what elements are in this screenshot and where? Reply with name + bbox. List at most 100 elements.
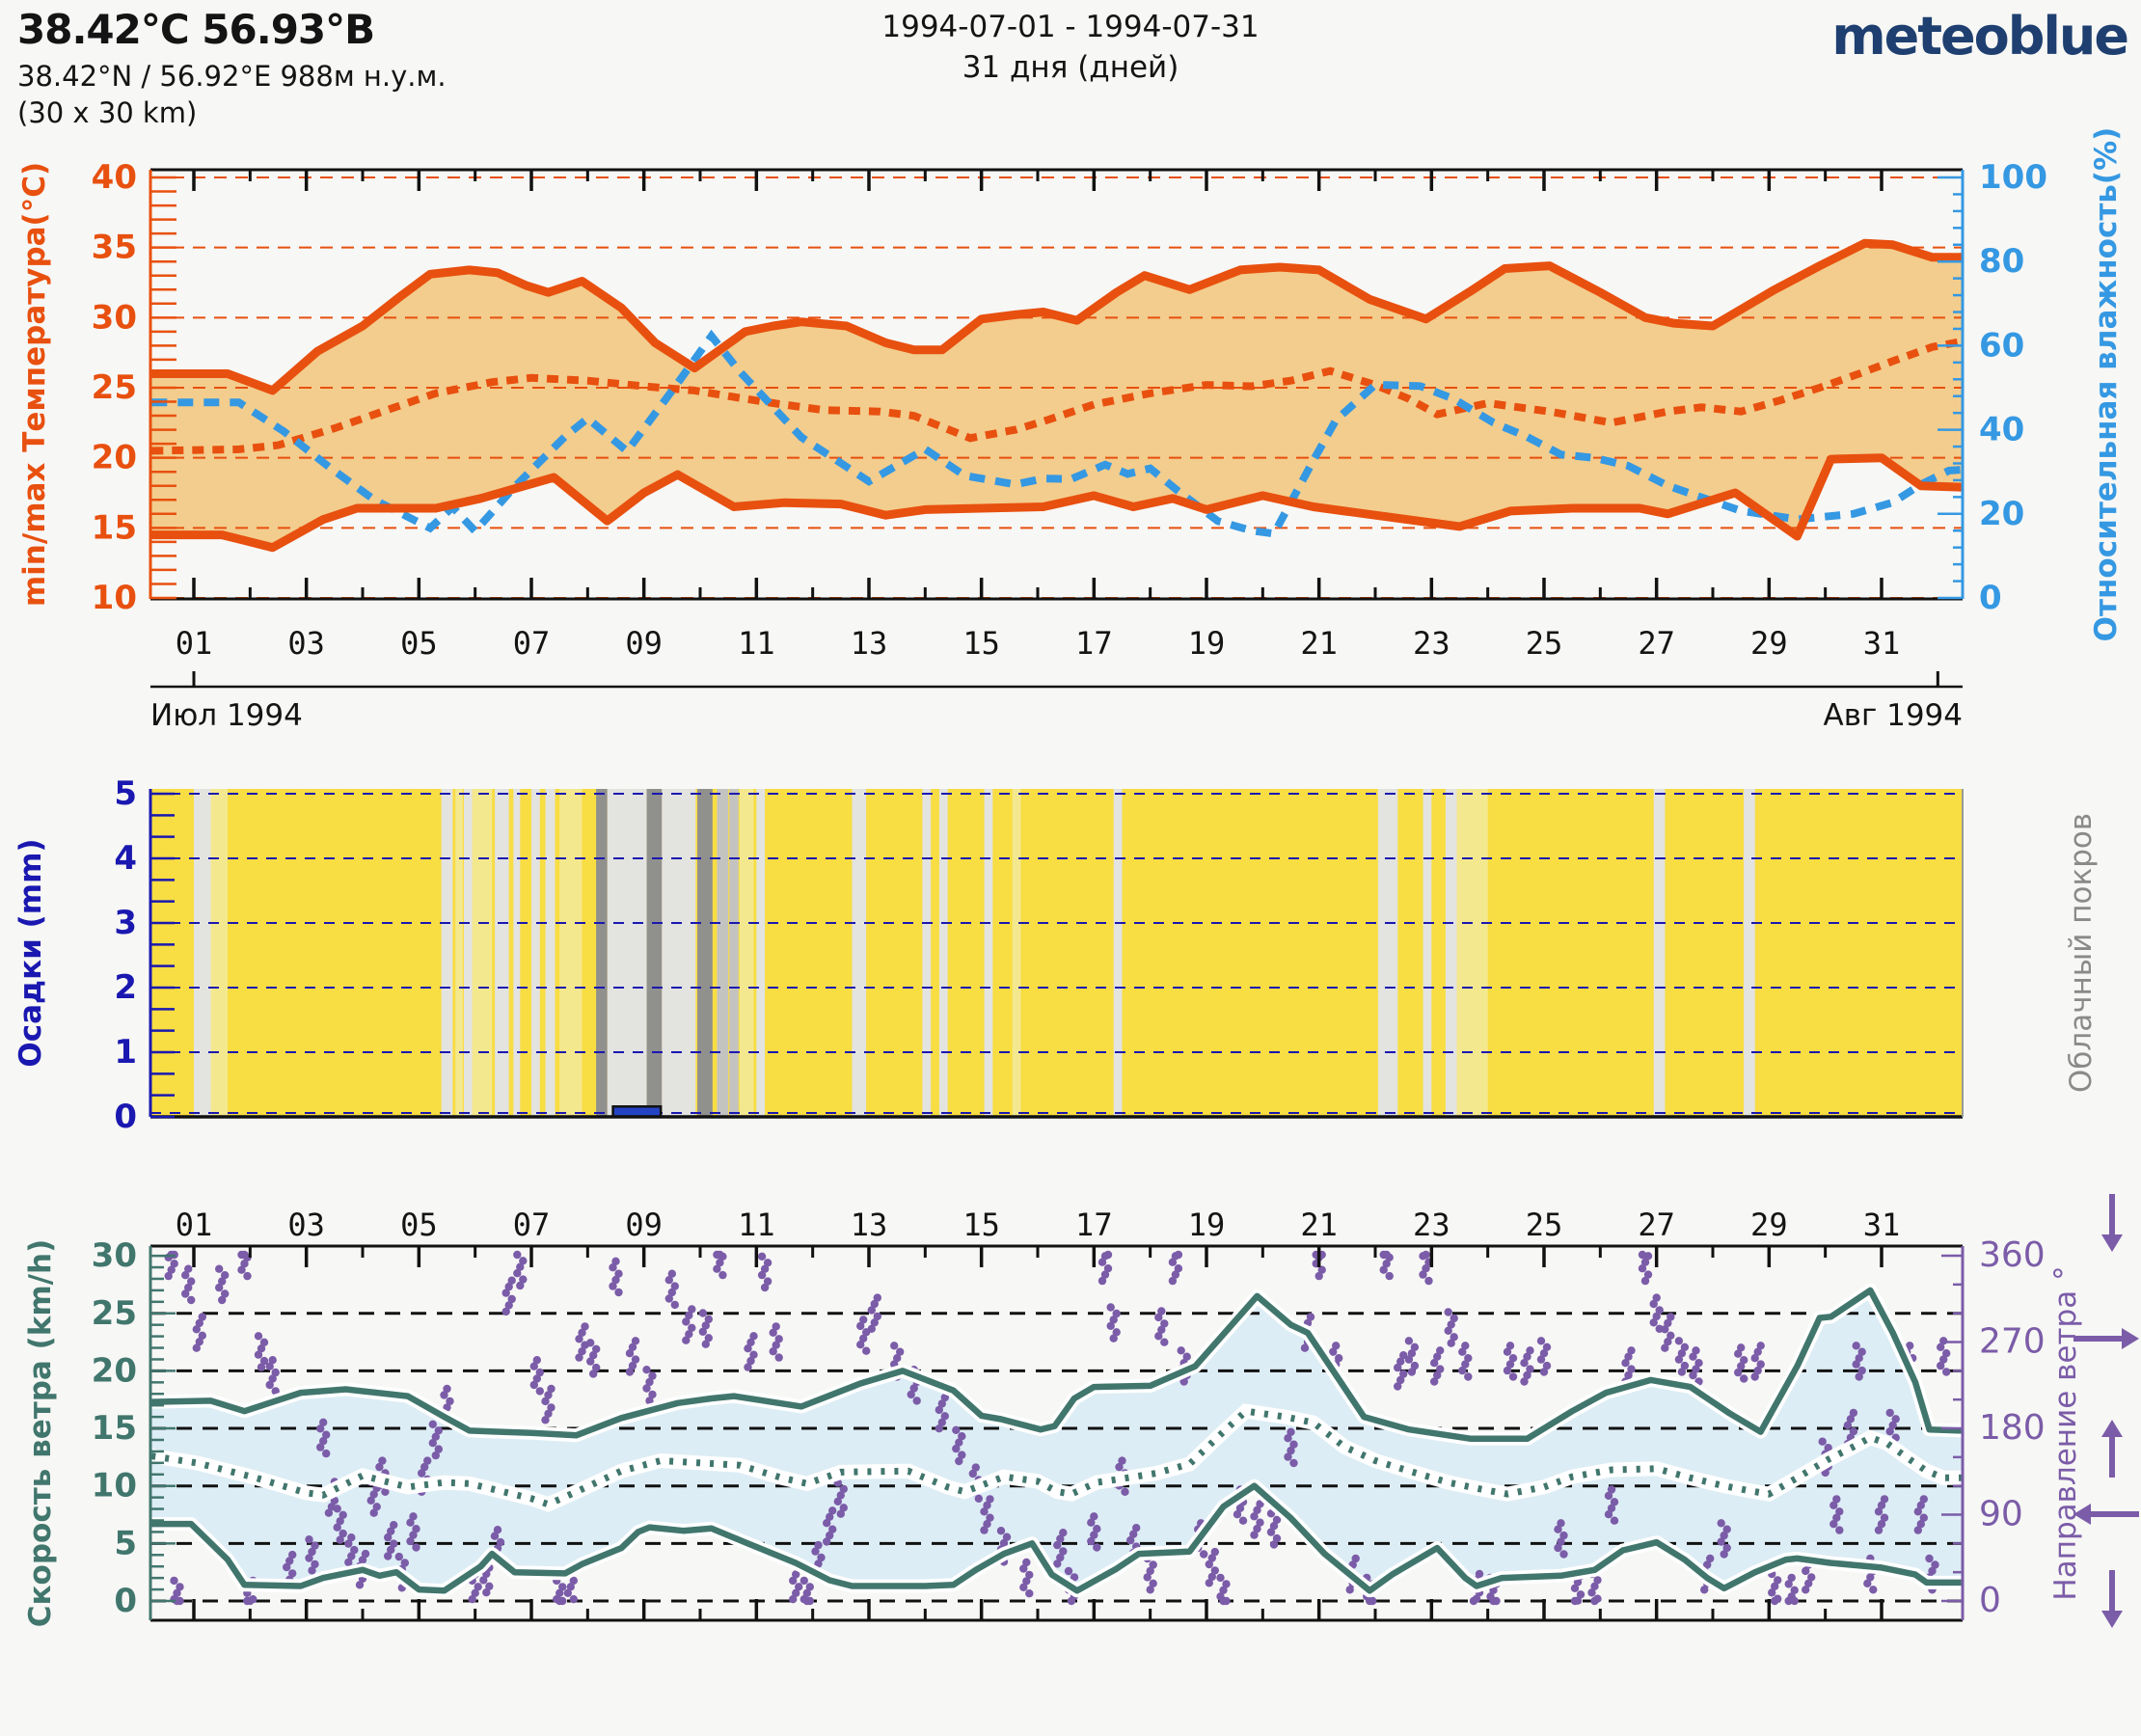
cloud-stripe xyxy=(697,789,713,1117)
cloud-stripe xyxy=(194,789,211,1117)
wind-tick-label: 20 xyxy=(92,1351,137,1390)
humidity-tick-label: 60 xyxy=(1979,326,2024,365)
wind-axis-title: Скорость ветра (km/h) xyxy=(23,1239,58,1627)
x-day-label: 25 xyxy=(1526,1207,1563,1243)
direction-axis-title: Направление ветра ° xyxy=(2048,1265,2083,1600)
wind-tick-label: 0 xyxy=(114,1582,137,1620)
temp-tick-label: 15 xyxy=(92,508,137,547)
humidity-tick-label: 80 xyxy=(1979,242,2024,281)
cloud-stripe xyxy=(729,789,739,1117)
temp-tick-label: 35 xyxy=(92,229,137,267)
x-day-label: 03 xyxy=(287,625,325,662)
cloud-stripe xyxy=(662,789,696,1117)
cloud-stripe xyxy=(513,789,521,1117)
cloud-stripe xyxy=(210,789,228,1117)
precip-tick-label: 3 xyxy=(114,904,137,942)
x-day-label: 13 xyxy=(851,1207,888,1243)
temp-tick-label: 10 xyxy=(92,579,137,617)
x-day-label: 07 xyxy=(513,1207,551,1243)
x-day-label: 07 xyxy=(513,625,551,662)
x-day-label: 21 xyxy=(1300,1207,1338,1243)
wind-tick-label: 30 xyxy=(92,1236,137,1275)
humidity-tick-label: 40 xyxy=(1979,411,2024,449)
temp-tick-label: 40 xyxy=(92,158,137,197)
meteoblue-logo: meteoblue xyxy=(1831,6,2129,67)
cloud-stripe xyxy=(739,789,754,1117)
x-day-label: 19 xyxy=(1188,625,1226,662)
temperature-band xyxy=(151,243,1963,548)
humidity-tick-label: 0 xyxy=(1979,579,2002,617)
precip-tick-label: 0 xyxy=(114,1098,137,1136)
wind-band xyxy=(151,1289,1963,1591)
cloud-stripe xyxy=(646,789,663,1117)
x-day-label: 15 xyxy=(962,1207,1000,1243)
x-day-label: 27 xyxy=(1638,625,1675,662)
cloud-stripe xyxy=(455,789,463,1117)
temp-max-line xyxy=(151,238,1963,395)
cloud-stripe xyxy=(922,789,932,1117)
x-day-label: 15 xyxy=(962,625,1000,662)
x-day-label: 01 xyxy=(176,625,213,662)
wind-tick-label: 5 xyxy=(114,1524,137,1562)
x-day-label: 09 xyxy=(625,1207,663,1243)
temp-axis-title: min/max Температура(°C) xyxy=(17,162,52,607)
cloud-axis-title: Облачный покров xyxy=(2064,813,2099,1093)
wind-tick-label: 25 xyxy=(92,1294,137,1333)
x-day-label: 13 xyxy=(851,625,888,662)
direction-tick-label: 360 xyxy=(1979,1235,2046,1275)
x-day-label: 27 xyxy=(1638,1207,1675,1243)
cloud-stripe xyxy=(559,789,583,1117)
x-day-label: 11 xyxy=(738,1207,775,1243)
x-day-label: 17 xyxy=(1075,625,1113,662)
x-day-label: 23 xyxy=(1413,1207,1450,1243)
x-day-label: 11 xyxy=(738,625,775,662)
humidity-axis-title: Относительная влажность(%) xyxy=(2089,127,2124,642)
cloud-stripe xyxy=(463,789,473,1117)
precip-axis-title: Осадки (mm) xyxy=(14,838,48,1067)
cloud-stripe xyxy=(441,789,453,1117)
precip-tick-label: 5 xyxy=(114,774,137,813)
month-label-left: Июл 1994 xyxy=(150,698,303,733)
direction-tick-label: 0 xyxy=(1979,1581,2001,1620)
x-day-label: 19 xyxy=(1188,1207,1226,1243)
wind-chart: 01 03 05 07 09 11 13 15 17 19 21 23 25 27 29 3105101520… xyxy=(23,1194,2139,1628)
x-day-label: 29 xyxy=(1750,1207,1788,1243)
cloud-stripe xyxy=(1423,789,1432,1117)
temp-min-line xyxy=(151,453,1964,553)
temp-tick-label: 30 xyxy=(92,298,137,337)
x-day-label: 05 xyxy=(400,625,438,662)
cloud-stripe xyxy=(1744,789,1755,1117)
cloud-stripe xyxy=(1456,789,1488,1117)
humidity-line xyxy=(151,329,1964,538)
x-day-label: 31 xyxy=(1863,625,1901,662)
cloud-stripe xyxy=(545,789,556,1117)
humidity-tick-label: 100 xyxy=(1979,158,2047,197)
cloud-stripe xyxy=(530,789,540,1117)
x-day-label: 31 xyxy=(1863,1207,1901,1243)
x-day-label: 23 xyxy=(1413,625,1450,662)
temperature-humidity-chart: 10 15 20 25 30 35 40 min/max Температура(°C) 0 20… xyxy=(17,127,2124,689)
direction-tick-label: 90 xyxy=(1979,1495,2023,1534)
cloud-stripe xyxy=(756,789,766,1117)
days-count: 31 дня (дней) xyxy=(962,50,1179,85)
x-day-label: 21 xyxy=(1300,625,1338,662)
direction-tick-label: 180 xyxy=(1979,1408,2046,1448)
cloud-stripe xyxy=(1377,789,1398,1117)
grid-resolution: (30 x 30 km) xyxy=(17,96,198,129)
precipitation-cloud-chart: 0 1 2 3 4 5 Осадки (mm) Облачный покров xyxy=(14,774,2099,1136)
x-day-label: 09 xyxy=(625,625,663,662)
cloud-stripe xyxy=(938,789,948,1117)
x-day-label: 01 xyxy=(176,1207,213,1243)
cloud-stripe xyxy=(1113,789,1123,1117)
wind-tick-label: 10 xyxy=(92,1467,137,1505)
cloud-stripe xyxy=(1653,789,1666,1117)
x-day-label: 05 xyxy=(400,1207,438,1243)
wind-max-line xyxy=(151,1287,1964,1443)
cloud-stripe xyxy=(1445,789,1457,1117)
wind-mean-halo xyxy=(150,1403,1963,1512)
location-title: 38.42°C 56.93°B xyxy=(17,6,375,53)
precip-tick-label: 1 xyxy=(114,1033,137,1071)
wind-min-line xyxy=(151,1482,1963,1594)
temp-tick-label: 25 xyxy=(92,368,137,407)
